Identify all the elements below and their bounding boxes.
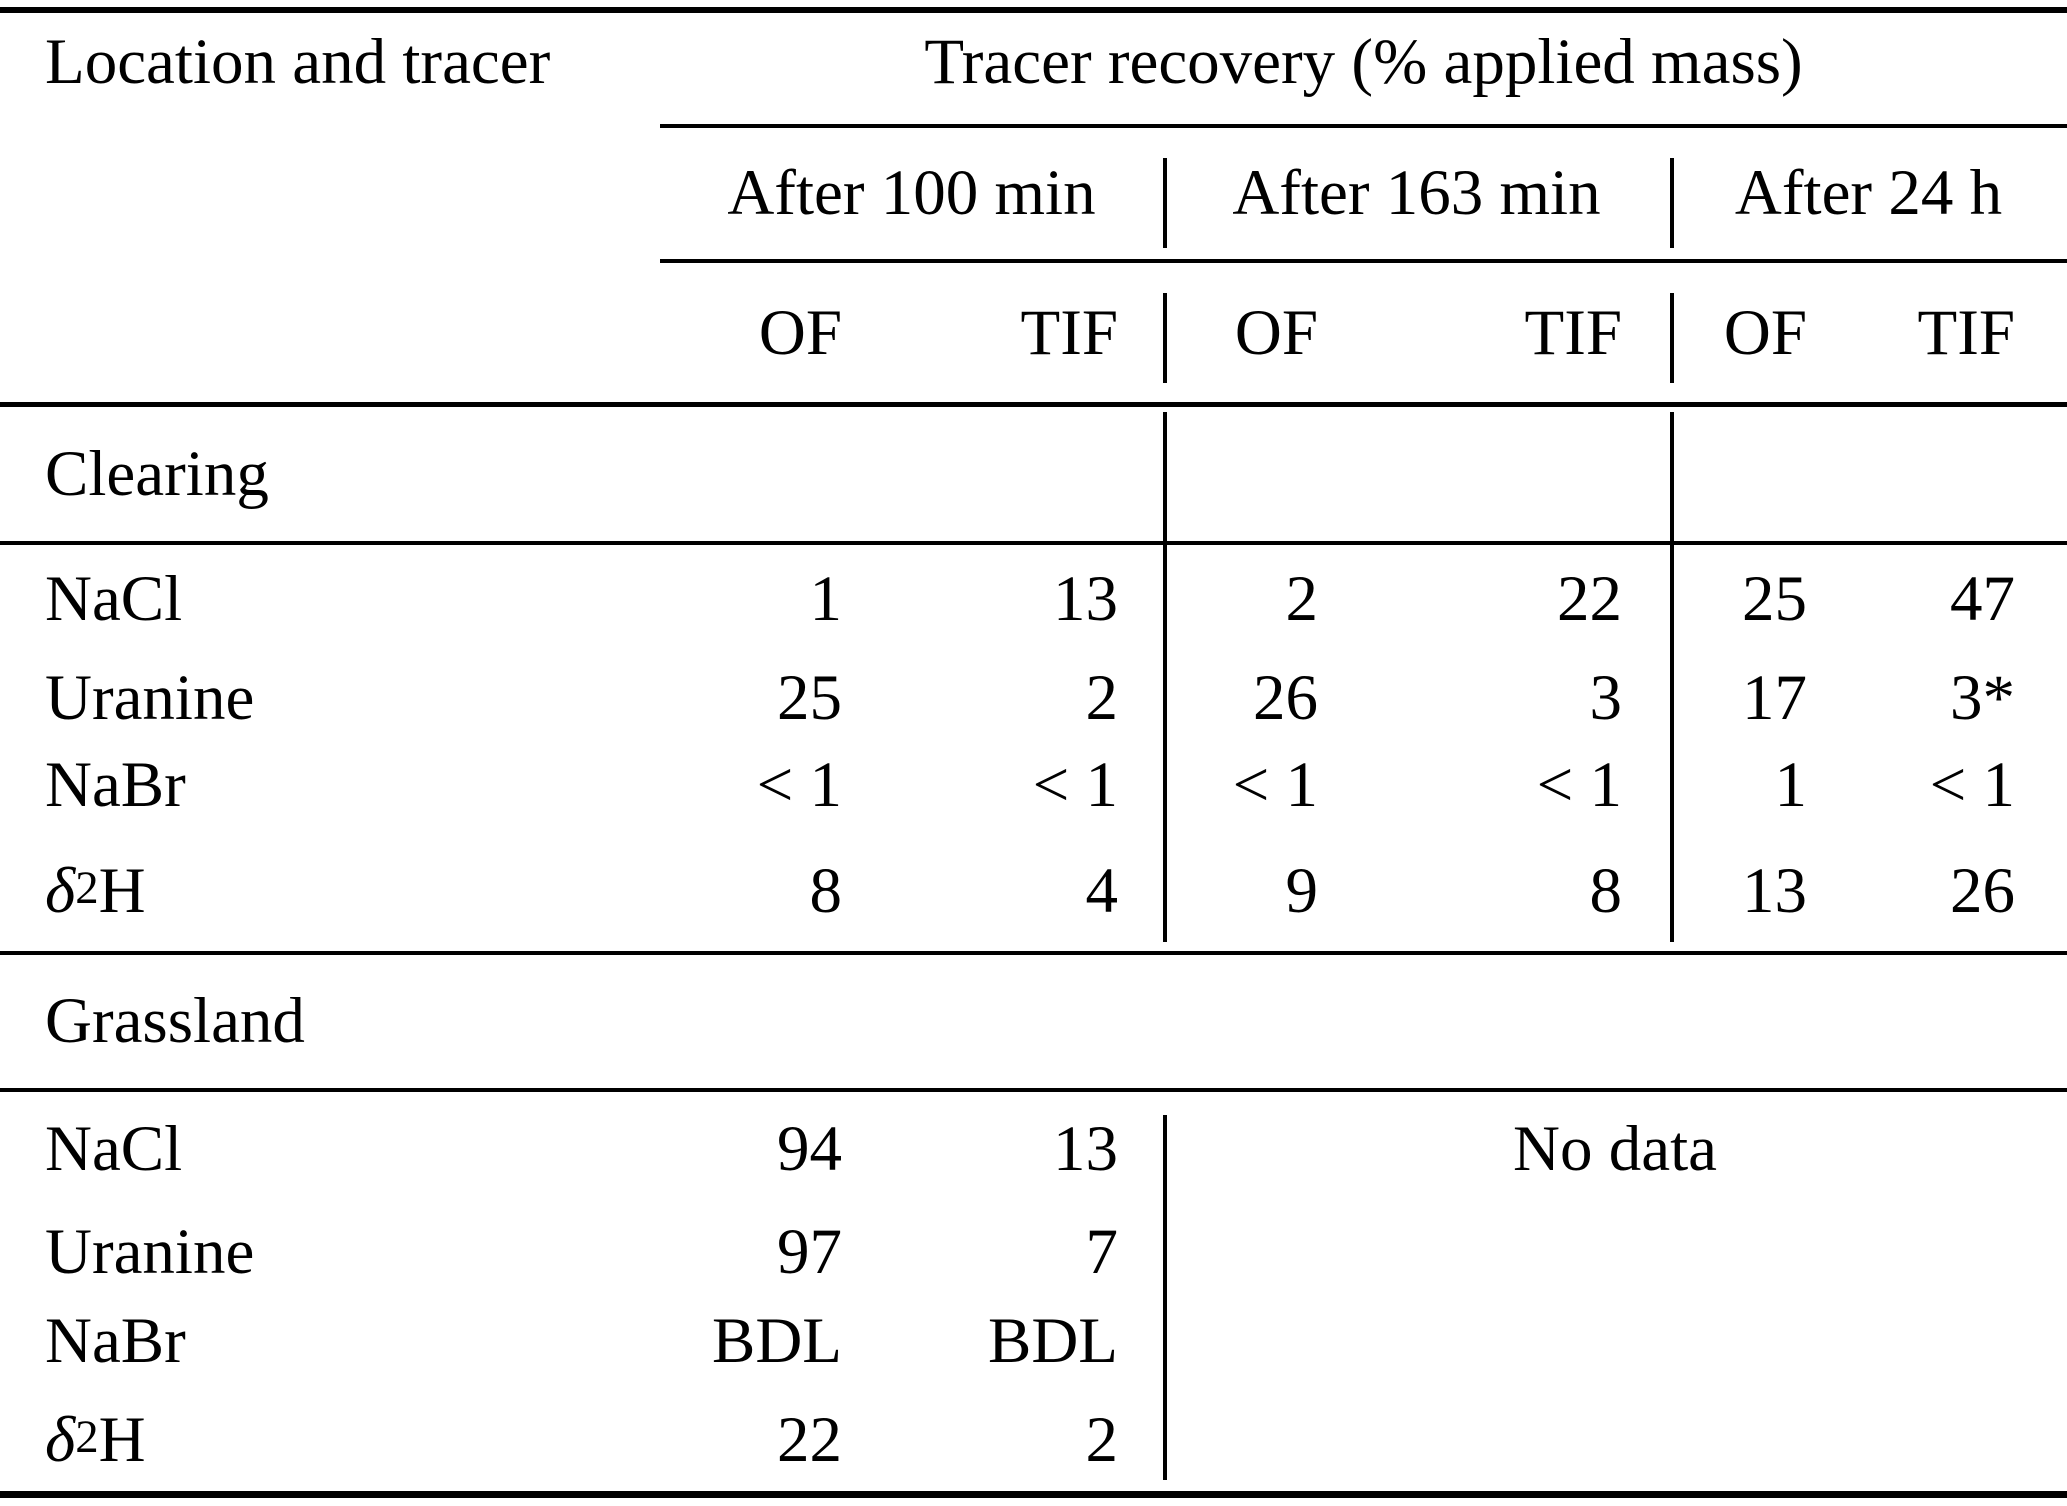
bottom-rule — [0, 1491, 2067, 1498]
value-cell: < 1 — [1032, 749, 1118, 821]
empty-cell — [1163, 1386, 2067, 1495]
value-cell: 13 — [1053, 562, 1118, 635]
subheader-of-100: OF — [758, 297, 842, 369]
isotope-superscript: 2 — [75, 861, 99, 914]
value-cell: 26 — [1950, 854, 2016, 927]
value-cell: 8 — [809, 854, 843, 927]
empty-cell — [0, 124, 660, 262]
tracer-label-delta2h: δ2H — [0, 829, 660, 953]
header-row-2: After 100 min After 163 min After 24 h — [0, 124, 2067, 262]
value-cell: < 1 — [1536, 749, 1622, 821]
value-cell: 25 — [777, 662, 842, 734]
section-heading-grassland: Grassland — [45, 985, 305, 1057]
table-row: δ2H 22 2 — [0, 1386, 2067, 1495]
top-rule — [0, 7, 2067, 13]
value-cell: 1 — [809, 562, 843, 635]
no-data-note: No data — [1513, 1112, 1717, 1185]
table-row: NaCl 1 13 2 22 25 47 — [0, 543, 2067, 655]
value-cell: BDL — [988, 1305, 1118, 1377]
tracer-label: NaBr — [45, 1305, 186, 1377]
grassland-heading-rule — [0, 1088, 2067, 1092]
vertical-separator — [1163, 412, 1167, 942]
value-cell: 4 — [1085, 854, 1119, 927]
element-symbol: H — [98, 1404, 146, 1476]
value-cell: 17 — [1742, 662, 1807, 734]
section-heading-clearing: Clearing — [45, 437, 269, 510]
time-header-rule — [660, 259, 2067, 263]
clearing-heading-rule — [0, 541, 2067, 545]
vertical-separator — [1670, 293, 1674, 383]
subheader-tif-24h: TIF — [1917, 297, 2016, 369]
value-cell: 2 — [1285, 562, 1319, 635]
section-row-clearing: Clearing — [0, 405, 2067, 543]
value-cell: 3* — [1950, 662, 2016, 734]
value-cell: 13 — [1742, 854, 1807, 927]
value-cell: 22 — [1557, 562, 1622, 635]
value-cell: 1 — [1774, 749, 1808, 821]
vertical-separator — [1163, 158, 1167, 248]
header-row-3: OF TIF OF TIF OF TIF — [0, 262, 2067, 405]
empty-cell — [1163, 1208, 2067, 1297]
value-cell: 97 — [777, 1216, 842, 1288]
tracer-label: NaCl — [45, 1112, 183, 1185]
corner-header: Location and tracer — [45, 25, 551, 98]
time-header-163min: After 163 min — [1232, 156, 1601, 229]
vertical-separator — [1670, 158, 1674, 248]
value-cell: 3 — [1589, 662, 1623, 734]
table-row: NaBr BDL BDL — [0, 1297, 2067, 1386]
value-cell: 26 — [1253, 662, 1318, 734]
empty-cell — [0, 262, 660, 405]
value-cell: < 1 — [1232, 749, 1318, 821]
value-cell: 2 — [1085, 662, 1119, 734]
delta-symbol: δ — [45, 1404, 76, 1476]
time-header-24h: After 24 h — [1734, 156, 2003, 229]
subheader-bottom-rule — [0, 402, 2067, 407]
value-cell: 7 — [1085, 1216, 1119, 1288]
time-header-100min: After 100 min — [727, 156, 1096, 229]
subheader-tif-100: TIF — [1020, 297, 1119, 369]
subheader-tif-163: TIF — [1524, 297, 1623, 369]
tracer-label: NaBr — [45, 749, 186, 821]
value-cell: 13 — [1053, 1112, 1118, 1185]
table-row: NaCl 94 13 No data — [0, 1090, 2067, 1208]
element-symbol: H — [98, 854, 146, 927]
group-header-rule — [660, 124, 2067, 128]
table-row: δ2H 8 4 9 8 13 26 — [0, 829, 2067, 953]
vertical-separator — [1163, 293, 1167, 383]
value-cell: BDL — [712, 1305, 842, 1377]
table-row: Uranine 97 7 — [0, 1208, 2067, 1297]
value-cell: 47 — [1950, 562, 2016, 635]
section-row-grassland: Grassland — [0, 953, 2067, 1090]
value-cell: 22 — [777, 1404, 842, 1476]
header-row-1: Location and tracer Tracer recovery (% a… — [0, 0, 2067, 124]
value-cell: 2 — [1085, 1404, 1119, 1476]
value-cell: < 1 — [1929, 749, 2016, 821]
subheader-of-163: OF — [1234, 297, 1318, 369]
delta-symbol: δ — [45, 854, 76, 927]
group-header: Tracer recovery (% applied mass) — [924, 25, 1803, 98]
tracer-label: NaCl — [45, 562, 183, 635]
tracer-label-delta2h: δ2H — [0, 1386, 660, 1495]
value-cell: 25 — [1742, 562, 1807, 635]
vertical-separator — [1670, 412, 1674, 942]
isotope-superscript: 2 — [75, 1411, 99, 1463]
empty-cell — [1163, 1297, 2067, 1386]
subheader-of-24h: OF — [1723, 297, 1807, 369]
value-cell: 9 — [1285, 854, 1319, 927]
clearing-bottom-rule — [0, 951, 2067, 955]
tracer-label: Uranine — [45, 1216, 255, 1288]
value-cell: < 1 — [756, 749, 842, 821]
value-cell: 8 — [1589, 854, 1623, 927]
table-row: NaBr < 1 < 1 < 1 < 1 1 < 1 — [0, 742, 2067, 829]
vertical-separator — [1163, 1115, 1167, 1480]
value-cell: 94 — [777, 1112, 842, 1185]
table-row: Uranine 25 2 26 3 17 3* — [0, 655, 2067, 742]
tracer-label: Uranine — [45, 662, 255, 734]
